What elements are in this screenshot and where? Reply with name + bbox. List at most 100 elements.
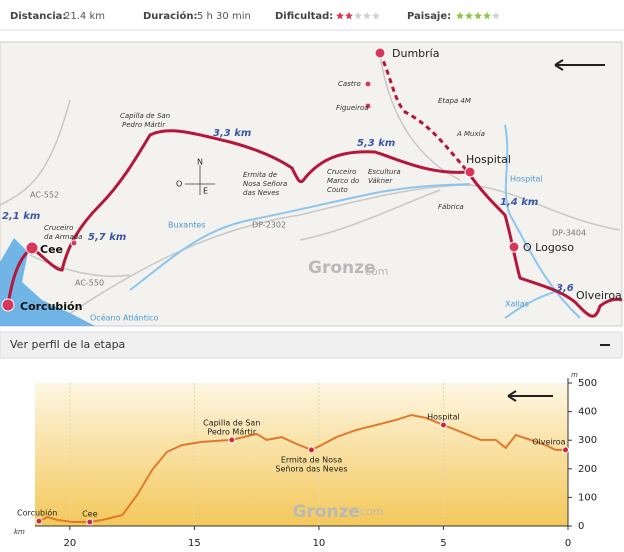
place-marker xyxy=(86,518,94,526)
sea xyxy=(0,238,95,326)
star-empty xyxy=(354,11,362,20)
place-marker xyxy=(562,446,570,454)
map-label: Fábrica xyxy=(438,203,464,211)
map-label: Figueiroa xyxy=(336,104,369,112)
map-label: Océano Atlántico xyxy=(90,313,158,323)
y-tick-label: 0 xyxy=(578,521,584,532)
map-label: O xyxy=(176,180,182,189)
elevation-chart: 0 100 200 300 400 500 20 15 10 5 0 m km Gronzecom Corc… xyxy=(14,371,597,549)
map-label: Pedro Mártir xyxy=(122,121,166,129)
map-label: Buxantes xyxy=(168,221,206,230)
map[interactable]: Dumbría Castro Figueiroa Etapa 4M A Muxía Hos… xyxy=(0,41,623,327)
map-label: Cruceiro xyxy=(44,224,73,232)
stat-label: Paisaje: xyxy=(407,11,451,22)
map-label: AC-550 xyxy=(75,279,104,288)
map-label: com xyxy=(365,265,389,278)
x-tick-label: 10 xyxy=(313,538,326,549)
annotation-label: Señora das Neves xyxy=(275,464,347,473)
map-label: Xallas xyxy=(505,300,529,309)
annotation-label: Pedro Mártir xyxy=(207,427,257,436)
map-label: Vákner xyxy=(368,177,393,185)
map-label: Dumbría xyxy=(392,47,439,60)
annotation-label: Ermita de Nosa xyxy=(281,455,342,464)
annotation-label: Corcubión xyxy=(17,508,57,518)
annotation-label: Olveiroa xyxy=(532,437,565,446)
profile-toggle-bar[interactable] xyxy=(0,331,623,359)
stat-label: Duración: xyxy=(143,10,197,22)
place-marker xyxy=(439,421,447,429)
map-label: DP-3404 xyxy=(552,229,586,238)
x-axis-label: km xyxy=(14,528,25,536)
watermark-main: Gronze xyxy=(292,502,360,522)
map-label: O Logoso xyxy=(523,241,574,254)
place-marker xyxy=(35,517,43,525)
map-label: 5,3 km xyxy=(357,138,395,149)
star-empty xyxy=(492,11,500,20)
map-label: Escultura xyxy=(368,168,401,176)
map-label: AC-552 xyxy=(30,191,59,200)
map-label: Marco do xyxy=(327,177,359,185)
map-label: 5,7 km xyxy=(88,232,126,243)
y-tick-label: 500 xyxy=(578,378,597,389)
stat-label: Dificultad: xyxy=(275,11,333,22)
profile-toggle-title: Ver perfil de la etapa xyxy=(10,338,125,351)
plot-bg xyxy=(35,383,568,526)
map-label: A Muxía xyxy=(456,130,485,138)
star-filled xyxy=(483,11,491,20)
place-markers xyxy=(1,47,520,312)
annotation-label: Capilla de San xyxy=(203,418,260,427)
annotation-label: Hospital xyxy=(427,413,460,422)
x-tick-label: 15 xyxy=(188,538,201,549)
map-label: E xyxy=(203,187,208,196)
x-tick-label: 5 xyxy=(440,538,446,549)
map-label: DP-2302 xyxy=(252,221,286,230)
stat-value: 5 h 30 min xyxy=(197,11,251,22)
star-empty xyxy=(372,11,380,20)
watermark-suffix: com xyxy=(360,505,384,518)
watermark: Gronzecom xyxy=(292,502,383,522)
map-label: Hospital xyxy=(466,153,511,166)
star-filled xyxy=(474,11,482,20)
map-label: 3,6 xyxy=(556,283,574,294)
map-label: Cee xyxy=(40,243,63,256)
y-tick-label: 300 xyxy=(578,435,597,446)
map-label: Ermita de xyxy=(243,171,277,179)
star-empty xyxy=(363,11,371,20)
map-label: Gronze xyxy=(308,258,376,278)
map-label: Olveiroa xyxy=(576,289,622,302)
map-label: Hospital xyxy=(510,175,543,184)
y-axis-label: m xyxy=(571,371,578,379)
y-tick-label: 400 xyxy=(578,407,597,418)
map-label: das Neves xyxy=(243,189,280,197)
star-filled xyxy=(345,11,353,20)
x-tick-label: 20 xyxy=(64,538,77,549)
place-marker xyxy=(307,446,315,454)
map-bg xyxy=(0,41,623,327)
y-tick-label: 200 xyxy=(578,464,597,475)
direction-arrow xyxy=(507,390,553,402)
map-label: N xyxy=(197,158,203,167)
stat-label: Distancia: xyxy=(10,11,66,22)
map-label: Nosa Señora xyxy=(243,180,287,188)
direction-arrow xyxy=(554,59,605,71)
x-tick-label: 0 xyxy=(565,538,571,549)
map-label: 3,3 km xyxy=(213,128,251,139)
star-filled xyxy=(456,11,464,20)
route-alt xyxy=(378,52,470,173)
map-label: da Armada xyxy=(44,233,82,241)
star-filled xyxy=(336,11,344,20)
map-label: Couto xyxy=(327,186,348,194)
map-label: 2,1 km xyxy=(2,211,40,222)
route xyxy=(6,129,623,318)
compass xyxy=(185,165,215,195)
star-filled xyxy=(465,11,473,20)
annotation-label: Cee xyxy=(82,509,98,518)
y-tick-label: 100 xyxy=(578,492,597,503)
map-label: Corcubión xyxy=(20,300,82,313)
map-label: 1,4 km xyxy=(500,197,538,208)
map-label: Castro xyxy=(338,80,361,88)
map-label: Etapa 4M xyxy=(438,97,471,105)
map-label: Cruceiro xyxy=(327,168,356,176)
place-marker xyxy=(228,436,236,444)
